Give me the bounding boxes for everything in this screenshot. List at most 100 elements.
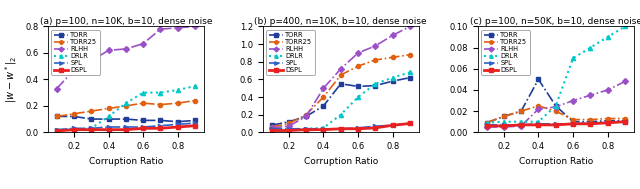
DRLR	[604, 36, 611, 38]
X-axis label: Corruption Ratio: Corruption Ratio	[89, 156, 163, 166]
RLHH	[483, 126, 490, 128]
TORR25	[500, 115, 508, 118]
TORR	[552, 105, 559, 107]
RLHH	[500, 126, 508, 128]
DRLR	[337, 114, 345, 116]
TORR	[337, 83, 345, 85]
DSPL	[534, 124, 542, 126]
Line: RLHH: RLHH	[484, 79, 627, 129]
Title: (b) p=400, n=10K, b=10, dense noise: (b) p=400, n=10K, b=10, dense noise	[255, 17, 427, 26]
DRLR	[53, 129, 61, 131]
SPL	[406, 122, 414, 125]
DRLR	[191, 85, 199, 87]
DSPL	[302, 129, 310, 131]
DSPL	[406, 122, 414, 125]
DSPL	[500, 125, 508, 127]
TORR25	[140, 102, 147, 104]
DSPL	[621, 121, 628, 123]
DRLR	[268, 129, 275, 132]
TORR	[534, 78, 542, 81]
TORR	[157, 119, 164, 122]
DRLR	[372, 83, 380, 85]
TORR	[389, 80, 397, 82]
TORR25	[191, 99, 199, 102]
TORR	[500, 115, 508, 118]
RLHH	[517, 125, 525, 127]
TORR	[483, 122, 490, 124]
Legend: TORR, TORR25, RLHH, DRLR, SPL, DSPL: TORR, TORR25, RLHH, DRLR, SPL, DSPL	[481, 30, 530, 75]
Line: TORR25: TORR25	[484, 104, 627, 125]
X-axis label: Corruption Ratio: Corruption Ratio	[303, 156, 378, 166]
DSPL	[552, 124, 559, 126]
DRLR	[285, 129, 292, 132]
RLHH	[157, 28, 164, 30]
TORR25	[285, 122, 292, 125]
TORR25	[319, 96, 327, 98]
DSPL	[88, 129, 95, 131]
RLHH	[268, 127, 275, 129]
TORR25	[88, 110, 95, 112]
SPL	[569, 123, 577, 125]
X-axis label: Corruption Ratio: Corruption Ratio	[518, 156, 593, 166]
DSPL	[389, 124, 397, 126]
Line: DSPL: DSPL	[484, 120, 627, 128]
SPL	[319, 128, 327, 130]
DRLR	[389, 77, 397, 79]
RLHH	[105, 49, 113, 51]
SPL	[517, 124, 525, 126]
RLHH	[534, 108, 542, 110]
Legend: TORR, TORR25, RLHH, DRLR, SPL, DSPL: TORR, TORR25, RLHH, DRLR, SPL, DSPL	[51, 30, 100, 75]
RLHH	[70, 69, 78, 71]
Line: SPL: SPL	[484, 120, 627, 127]
TORR25	[337, 74, 345, 76]
TORR	[319, 105, 327, 107]
TORR	[517, 110, 525, 112]
DSPL	[122, 129, 130, 131]
DSPL	[53, 130, 61, 132]
RLHH	[586, 94, 594, 96]
TORR	[621, 119, 628, 122]
Line: TORR: TORR	[269, 76, 412, 127]
DSPL	[586, 123, 594, 125]
Line: DRLR: DRLR	[269, 70, 412, 133]
DRLR	[157, 91, 164, 94]
DSPL	[174, 126, 182, 128]
DRLR	[552, 105, 559, 107]
DRLR	[105, 115, 113, 118]
TORR	[372, 84, 380, 87]
RLHH	[302, 115, 310, 118]
RLHH	[285, 125, 292, 127]
DSPL	[70, 129, 78, 131]
SPL	[483, 124, 490, 126]
TORR	[406, 77, 414, 79]
RLHH	[191, 25, 199, 28]
DRLR	[569, 57, 577, 59]
DSPL	[355, 128, 362, 130]
RLHH	[140, 43, 147, 45]
RLHH	[569, 99, 577, 102]
DSPL	[569, 123, 577, 125]
RLHH	[621, 80, 628, 83]
Line: TORR25: TORR25	[54, 98, 197, 119]
TORR	[268, 124, 275, 126]
DSPL	[604, 122, 611, 124]
RLHH	[88, 60, 95, 62]
RLHH	[122, 48, 130, 50]
TORR25	[302, 114, 310, 116]
SPL	[268, 128, 275, 130]
SPL	[534, 123, 542, 125]
DSPL	[319, 129, 327, 131]
SPL	[191, 122, 199, 124]
Line: RLHH: RLHH	[269, 24, 412, 130]
TORR25	[268, 126, 275, 128]
DRLR	[88, 127, 95, 129]
SPL	[157, 125, 164, 127]
DRLR	[70, 129, 78, 131]
TORR	[586, 121, 594, 123]
DRLR	[122, 102, 130, 104]
DRLR	[517, 121, 525, 123]
TORR25	[157, 103, 164, 106]
TORR25	[355, 65, 362, 67]
TORR	[70, 115, 78, 118]
SPL	[70, 127, 78, 129]
